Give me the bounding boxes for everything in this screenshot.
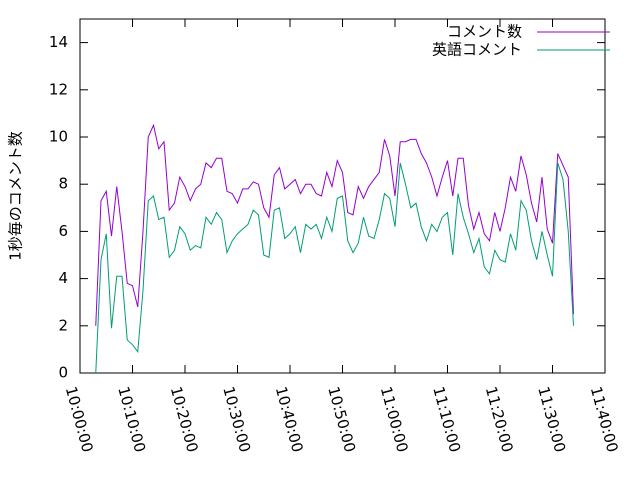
legend-label: コメント数 <box>447 23 522 41</box>
legend-label: 英語コメント <box>432 41 522 59</box>
y-tick-label: 2 <box>58 316 68 334</box>
y-tick-label: 12 <box>49 80 68 98</box>
y-axis-label: 1秒毎のコメント数 <box>7 131 25 261</box>
y-tick-label: 0 <box>58 364 68 382</box>
y-tick-label: 10 <box>49 128 68 146</box>
y-tick-label: 4 <box>58 269 68 287</box>
y-tick-label: 6 <box>58 222 68 240</box>
y-tick-label: 8 <box>58 175 68 193</box>
y-tick-label: 14 <box>49 33 68 51</box>
series-line <box>95 123 574 326</box>
series-line <box>95 162 574 374</box>
